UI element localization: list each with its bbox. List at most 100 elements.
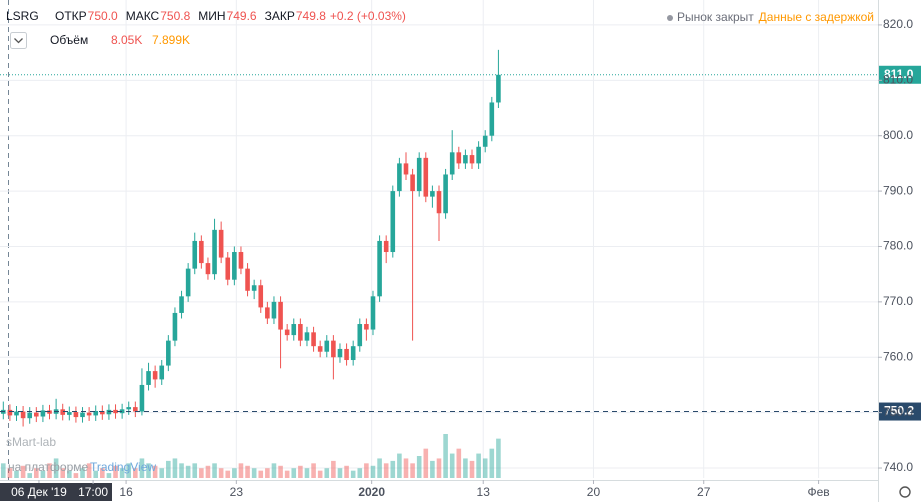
volume-bar	[152, 465, 158, 478]
volume-bar	[205, 465, 211, 478]
candle-body	[278, 301, 283, 330]
price-label: 750.2	[884, 404, 914, 418]
candle-body	[436, 191, 442, 214]
candle-body	[344, 348, 349, 361]
candle-body	[100, 410, 105, 415]
volume-bar	[80, 468, 85, 478]
volume-value: 8.05K	[111, 33, 142, 47]
collapse-button[interactable]	[10, 32, 27, 49]
volume-bar	[245, 465, 250, 478]
volume-bar	[265, 468, 270, 478]
volume-bar	[179, 463, 184, 478]
grid	[0, 0, 878, 478]
delay-note[interactable]: Данные с задержкой	[759, 10, 874, 24]
ohlc-label: ЗАКР	[265, 9, 295, 23]
candle-body	[80, 412, 85, 418]
candle-body	[304, 332, 310, 341]
candle-body	[166, 340, 171, 366]
volume-bar	[218, 468, 224, 478]
volume-bar	[430, 460, 435, 478]
ohlc-value: 750.8	[160, 9, 190, 23]
candles	[1, 49, 501, 427]
candle-body	[410, 174, 415, 192]
ohlc-label: МИН	[198, 9, 225, 23]
volume-bar	[357, 468, 363, 478]
volume-bar	[185, 465, 191, 478]
volume-bar	[423, 448, 429, 478]
candle-body	[443, 174, 448, 214]
volume-bar	[377, 458, 382, 478]
ohlc-value: 749.6	[227, 9, 257, 23]
candle-body	[265, 307, 270, 319]
candle-body	[185, 268, 191, 297]
volume-bar	[93, 470, 99, 478]
candle-body	[225, 257, 231, 280]
volume-bar	[370, 465, 376, 478]
candle-body	[284, 329, 290, 336]
candle-body	[397, 163, 402, 192]
volume-bar	[113, 465, 118, 478]
volume-bar	[146, 463, 151, 478]
volume-bar	[34, 468, 39, 478]
candle-body	[476, 146, 481, 164]
x-tick-label: 16	[119, 485, 133, 499]
volume-bar	[27, 473, 33, 478]
volume-bar	[364, 463, 369, 478]
volume-bar	[53, 458, 59, 478]
volume-bar	[271, 463, 277, 478]
volume-bar	[40, 470, 46, 478]
candle-body	[298, 324, 303, 341]
candle-body	[423, 157, 429, 197]
volume-bar	[100, 468, 105, 478]
price-label: 811.0	[884, 67, 914, 81]
volume-bar	[390, 460, 396, 478]
volume-bar	[456, 448, 462, 478]
candle-body	[463, 155, 468, 164]
volume-bar	[119, 468, 125, 478]
candle-body	[251, 285, 257, 291]
volume-bar	[284, 470, 290, 478]
candle-body	[271, 301, 277, 319]
candle-body	[40, 410, 46, 417]
candle-body	[159, 365, 165, 380]
candle-body	[133, 407, 138, 412]
x-tick-label: 06 Дек '19	[11, 485, 67, 499]
volume-bar	[1, 463, 6, 478]
volume-bar	[133, 468, 138, 478]
volume-bar	[238, 463, 244, 478]
ohlc-value: 749.8	[296, 9, 326, 23]
candle-body	[86, 412, 92, 416]
volume-bar	[298, 465, 303, 478]
candle-body	[449, 152, 455, 175]
candle-body	[377, 240, 382, 297]
volume-bar	[212, 463, 217, 478]
volume-bar	[324, 468, 330, 478]
candle-body	[60, 409, 66, 415]
price-label-bg	[879, 402, 921, 421]
volume-bar	[258, 470, 264, 478]
candle-body	[93, 410, 99, 416]
candle-body	[430, 191, 435, 197]
change: +0.2 (+0.03%)	[330, 9, 406, 23]
watermark: sMart-lab	[6, 435, 56, 449]
volume-bar	[67, 470, 72, 478]
candle-body	[73, 412, 79, 418]
price-lines: 811.0 750.2	[0, 65, 921, 421]
settings-icon[interactable]	[899, 486, 911, 498]
volume-bar	[397, 453, 402, 478]
volume-bar	[344, 465, 349, 478]
candle-body	[357, 324, 363, 347]
volume-bar	[489, 448, 495, 478]
candle-body	[34, 412, 39, 417]
volume-bar	[337, 468, 343, 478]
y-tick-label: 740.0	[883, 460, 913, 474]
y-tick-label: 810.0	[883, 72, 913, 86]
candle-body	[232, 252, 237, 280]
x-tick-label: 23	[230, 485, 244, 499]
volume-bar	[139, 458, 145, 478]
x-tick-label: 13	[477, 485, 491, 499]
volume-bar	[159, 468, 165, 478]
volume-bar	[449, 453, 455, 478]
volume-bar	[304, 468, 310, 478]
